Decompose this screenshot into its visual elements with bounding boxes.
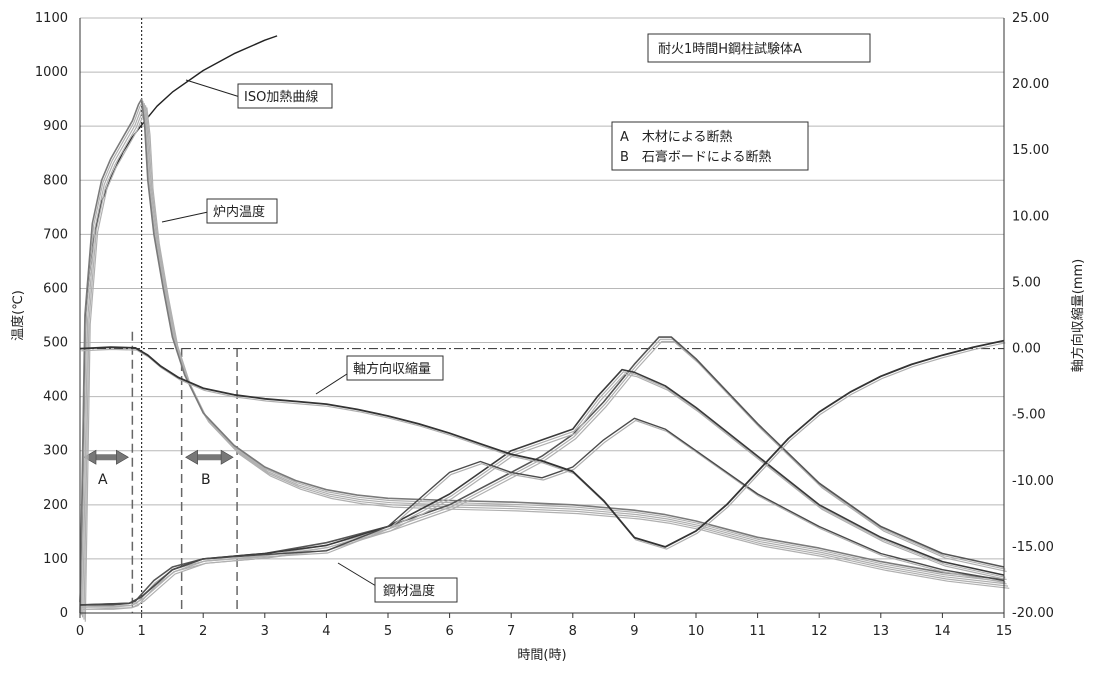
x-tick-label: 11 xyxy=(749,624,766,639)
x-tick-label: 12 xyxy=(811,624,828,639)
furnace-temperature-line-echo xyxy=(80,100,1006,616)
x-tick-label: 0 xyxy=(76,624,84,639)
range-a-label: A xyxy=(98,472,108,488)
legend-box: A 木材による断熱 B 石膏ボードによる断熱 xyxy=(611,121,809,171)
furnace-temperature-line-echo xyxy=(83,105,1009,620)
y-left-tick-label: 1100 xyxy=(35,11,68,26)
x-tick-label: 13 xyxy=(873,624,890,639)
y-right-tick-label: -10.00 xyxy=(1012,474,1054,489)
chart-title-box: 耐火1時間H鋼柱試験体A xyxy=(647,33,871,63)
steel-temperature-line xyxy=(79,368,1005,606)
y-right-tick-label: -20.00 xyxy=(1012,606,1054,621)
range-b-arrow-head-left xyxy=(185,449,198,465)
callout-furnace: 炉内温度 xyxy=(161,198,278,224)
y-right-tick-label: 5.00 xyxy=(1012,275,1041,290)
legend-entry-b: B 石膏ボードによる断熱 xyxy=(620,149,772,165)
furnace-temperature-line-echo xyxy=(84,107,1010,622)
x-axis-title: 時間(時) xyxy=(517,648,566,663)
y-left-tick-label: 600 xyxy=(43,281,68,296)
steel-temperature-line-echo xyxy=(82,373,1007,610)
callout-iso: ISO加熱曲線 xyxy=(185,79,333,109)
x-tick-label: 2 xyxy=(199,624,207,639)
y-right-axis-title: 軸方向収縮量(mm) xyxy=(1070,259,1086,372)
steel-temperature-line-echo xyxy=(81,371,1006,608)
y-left-tick-label: 400 xyxy=(43,390,68,405)
steel-temperature-line-echo xyxy=(81,419,1006,608)
x-tick-label: 15 xyxy=(996,624,1013,639)
x-tick-label: 14 xyxy=(934,624,951,639)
y-right-tick-label: 10.00 xyxy=(1012,209,1049,224)
iso-heating-curve xyxy=(79,35,278,603)
callout-shrink: 軸方向収縮量 xyxy=(315,355,444,395)
y-left-tick-label: 100 xyxy=(43,552,68,567)
y-left-tick-label: 1000 xyxy=(35,65,68,80)
range-a-arrow-head-left xyxy=(83,449,97,465)
shrink-label: 軸方向収縮量 xyxy=(353,361,431,377)
x-tick-label: 6 xyxy=(445,624,453,639)
y-right-tick-label: -15.00 xyxy=(1012,540,1054,555)
x-tick-label: 7 xyxy=(507,624,515,639)
steel-temperature-line-echo xyxy=(81,338,1006,608)
iso-curve-label: ISO加熱曲線 xyxy=(244,89,318,105)
reference-markers xyxy=(80,18,1004,613)
x-tick-label: 1 xyxy=(137,624,145,639)
y-left-tick-label: 300 xyxy=(43,444,68,459)
y-left-tick-label: 900 xyxy=(43,119,68,134)
legend-entry-a: A 木材による断熱 xyxy=(620,130,733,145)
callout-steel: 鋼材温度 xyxy=(337,562,458,603)
x-tick-label: 3 xyxy=(261,624,269,639)
steel-temperature-line xyxy=(79,417,1005,606)
x-tick-label: 4 xyxy=(322,624,330,639)
y-left-tick-label: 700 xyxy=(43,227,68,242)
range-a-arrow-head-right xyxy=(116,449,129,465)
y-right-tick-label: 15.00 xyxy=(1012,143,1049,158)
y-left-tick-label: 800 xyxy=(43,173,68,188)
furnace-temperature-line-echo xyxy=(82,102,1007,618)
range-b-arrow-head-right xyxy=(220,449,234,465)
steel-temp-label: 鋼材温度 xyxy=(383,583,435,599)
gridlines xyxy=(80,17,1004,560)
furnace-temperature-line xyxy=(79,98,1005,614)
x-tick-label: 9 xyxy=(630,624,638,639)
range-b-label: B xyxy=(201,472,211,488)
series-lines xyxy=(79,35,1010,622)
steel-temperature-line xyxy=(80,336,1005,606)
axial-shrinkage-line xyxy=(79,339,1005,548)
x-tick-label: 8 xyxy=(569,624,577,639)
x-tick-label: 10 xyxy=(688,624,705,639)
y-left-axis-title: 温度(℃) xyxy=(10,290,26,341)
y-right-tick-label: -5.00 xyxy=(1012,408,1046,423)
axes: 010020030040050060070080090010001100-20.… xyxy=(10,11,1086,663)
steel-temperature-line-echo xyxy=(82,340,1007,610)
y-right-tick-label: 20.00 xyxy=(1012,77,1049,92)
y-right-tick-label: 25.00 xyxy=(1012,11,1049,26)
axial-shrinkage-line-echo xyxy=(81,342,1006,550)
y-left-tick-label: 0 xyxy=(60,606,68,621)
chart-title: 耐火1時間H鋼柱試験体A xyxy=(658,41,802,57)
y-left-tick-label: 200 xyxy=(43,498,68,513)
x-tick-label: 5 xyxy=(384,624,392,639)
y-left-tick-label: 500 xyxy=(43,336,68,351)
furnace-temp-label: 炉内温度 xyxy=(213,204,265,220)
y-right-tick-label: 0.00 xyxy=(1012,342,1041,357)
